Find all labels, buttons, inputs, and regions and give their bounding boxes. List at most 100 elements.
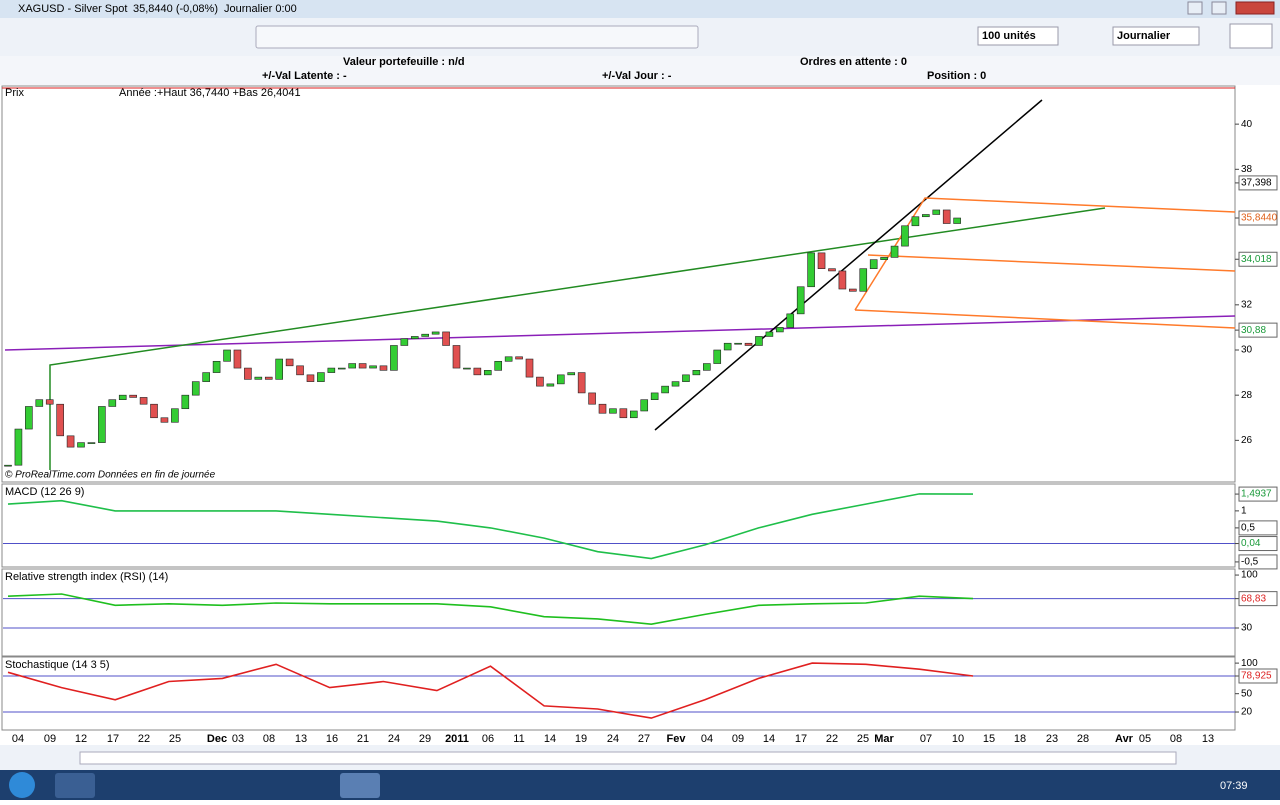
start-button[interactable]	[9, 772, 35, 798]
x-tick-label: 14	[763, 733, 775, 745]
maximize[interactable]	[1211, 1, 1227, 15]
candle	[285, 358, 294, 367]
candle	[598, 403, 607, 414]
candle	[254, 376, 263, 380]
candle	[56, 403, 64, 437]
y-tick-label: 26	[1241, 435, 1253, 446]
candle	[703, 363, 711, 371]
candle	[869, 259, 878, 269]
timeframe-select[interactable]	[1112, 26, 1200, 46]
indicator-line	[7, 662, 974, 719]
macd-panel	[1, 483, 1236, 568]
y-tick-label: 38	[1241, 164, 1253, 175]
candle	[181, 394, 190, 410]
portfolio-bar	[0, 56, 1280, 85]
candle	[410, 336, 419, 340]
tick-box	[1238, 175, 1278, 191]
candle	[118, 394, 127, 400]
candle	[202, 372, 210, 382]
candle	[452, 345, 461, 369]
taskbar-app-active[interactable]	[340, 773, 380, 798]
candle	[442, 331, 450, 346]
y-tick-label: 30	[1241, 345, 1253, 356]
title-bar	[0, 0, 1280, 18]
candle	[807, 252, 815, 288]
x-tick-label: 08	[263, 733, 275, 745]
candle	[536, 376, 544, 387]
window-period: Journalier 0:00	[224, 3, 297, 15]
window-quote: 35,8440 (-0,08%)	[133, 3, 218, 15]
candle	[379, 365, 388, 371]
scrollbar[interactable]	[79, 751, 1177, 765]
y-tick-label: 0,5	[1241, 523, 1255, 534]
candle	[671, 381, 680, 387]
x-tick-label: 13	[295, 733, 307, 745]
x-tick-label: 24	[388, 733, 400, 745]
candle	[744, 342, 753, 346]
candle	[77, 442, 85, 448]
x-tick-label: 11	[513, 733, 524, 745]
candle	[171, 408, 179, 423]
indicator-line	[7, 593, 974, 626]
rsi-panel	[1, 568, 1236, 657]
x-tick-label: 03	[232, 733, 244, 745]
y-tick-label: 34,018	[1241, 254, 1272, 265]
portfolio-value: Valeur portefeuille : n/d	[343, 56, 465, 68]
tick-box	[1238, 591, 1278, 607]
x-tick-label: Dec	[207, 733, 227, 745]
stoch-label: Stochastique (14 3 5)	[5, 659, 110, 671]
x-tick-label: 09	[44, 733, 56, 745]
latent-pl: +/-Val Latente : -	[262, 70, 347, 82]
y-tick-label: 100	[1241, 658, 1258, 669]
macd-label: MACD (12 26 9)	[5, 486, 84, 498]
y-tick-label: 37,398	[1241, 178, 1272, 189]
minimize[interactable]	[1187, 1, 1203, 15]
taskbar-app[interactable]	[55, 773, 95, 798]
candle	[796, 286, 805, 315]
candle	[661, 385, 669, 394]
quantity: 100 unités	[982, 30, 1036, 42]
x-tick-label: Avr	[1115, 733, 1134, 745]
candle	[244, 367, 252, 380]
candle	[87, 442, 96, 444]
chart-type-button[interactable]	[1229, 23, 1273, 49]
candle	[942, 209, 951, 224]
candle	[108, 399, 117, 407]
candle	[609, 408, 617, 414]
x-tick-label: Fev	[667, 733, 687, 745]
candle	[504, 356, 513, 362]
candle	[45, 399, 54, 405]
close[interactable]	[1235, 1, 1275, 15]
candle	[890, 245, 899, 258]
x-tick-label: 14	[544, 733, 556, 745]
candle	[859, 268, 868, 292]
x-tick-label: 04	[701, 733, 713, 745]
candle	[734, 342, 742, 345]
candle	[911, 216, 920, 227]
candle	[953, 217, 961, 224]
candle	[567, 372, 576, 376]
clock: 07:39	[1220, 780, 1248, 792]
drawing-tools[interactable]	[255, 25, 699, 49]
y-tick-label: 78,925	[1241, 671, 1272, 682]
candle	[264, 376, 273, 380]
candle	[358, 363, 367, 369]
y-tick-label: 40	[1241, 119, 1253, 130]
candle	[849, 288, 857, 292]
candle	[713, 349, 722, 364]
candle	[483, 370, 492, 376]
x-tick-label: Mar	[874, 733, 894, 745]
quantity-select[interactable]	[977, 26, 1059, 46]
x-tick-label: 10	[952, 733, 964, 745]
tick-box	[1238, 251, 1278, 267]
y-tick-label: 0,04	[1241, 538, 1261, 549]
tick-box	[1238, 210, 1278, 226]
pending-orders: Ordres en attente : 0	[800, 56, 907, 68]
price-info: Année :+Haut 36,7440 +Bas 26,4041	[119, 87, 301, 99]
candle	[932, 209, 941, 215]
candle	[317, 372, 325, 382]
candle	[556, 374, 565, 385]
candle	[431, 331, 440, 335]
